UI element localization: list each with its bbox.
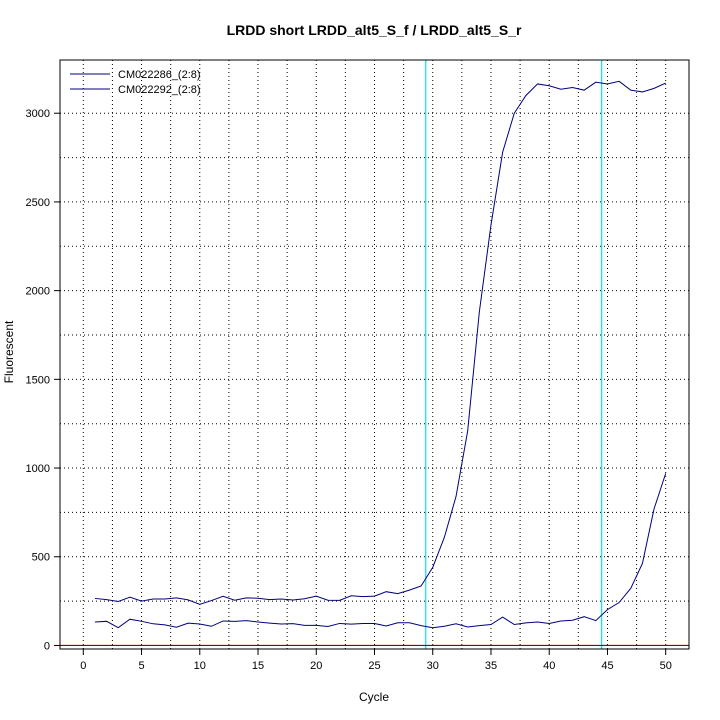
chart-title: LRDD short LRDD_alt5_S_f / LRDD_alt5_S_r [227,22,522,38]
series-line-2 [94,473,667,629]
y-tick-label: 2500 [26,197,50,209]
x-axis-label: Cycle [359,690,389,704]
legend: CM022286_(2:8) CM022292_(2:8) [70,69,201,96]
x-tick-label: 35 [485,660,497,672]
x-tick-label: 40 [543,660,555,672]
y-tick-label: 0 [44,640,50,652]
x-tick-label: 25 [368,660,380,672]
y-tick-label: 2000 [26,286,50,298]
legend-label: CM022292_(2:8) [118,84,201,96]
y-axis: 0 500 1000 1500 2000 2500 3000 [26,108,60,652]
y-tick-label: 1500 [26,374,50,386]
x-tick-label: 50 [660,660,672,672]
series-group [94,80,667,629]
series-line-1 [94,80,666,605]
legend-label: CM022286_(2:8) [118,69,201,81]
x-tick-label: 20 [310,660,322,672]
y-tick-label: 3000 [26,108,50,120]
x-axis: 0 5 10 15 20 25 30 35 40 45 50 [80,648,672,672]
x-tick-label: 5 [138,660,144,672]
x-tick-label: 0 [80,660,86,672]
threshold-lines [425,60,603,649]
grid [60,60,689,649]
x-tick-label: 30 [427,660,439,672]
x-tick-label: 15 [252,660,264,672]
y-tick-label: 1000 [26,463,50,475]
y-axis-label: Fluorescent [2,320,16,383]
y-tick-label: 500 [32,552,50,564]
x-tick-label: 45 [601,660,613,672]
x-tick-label: 10 [194,660,206,672]
